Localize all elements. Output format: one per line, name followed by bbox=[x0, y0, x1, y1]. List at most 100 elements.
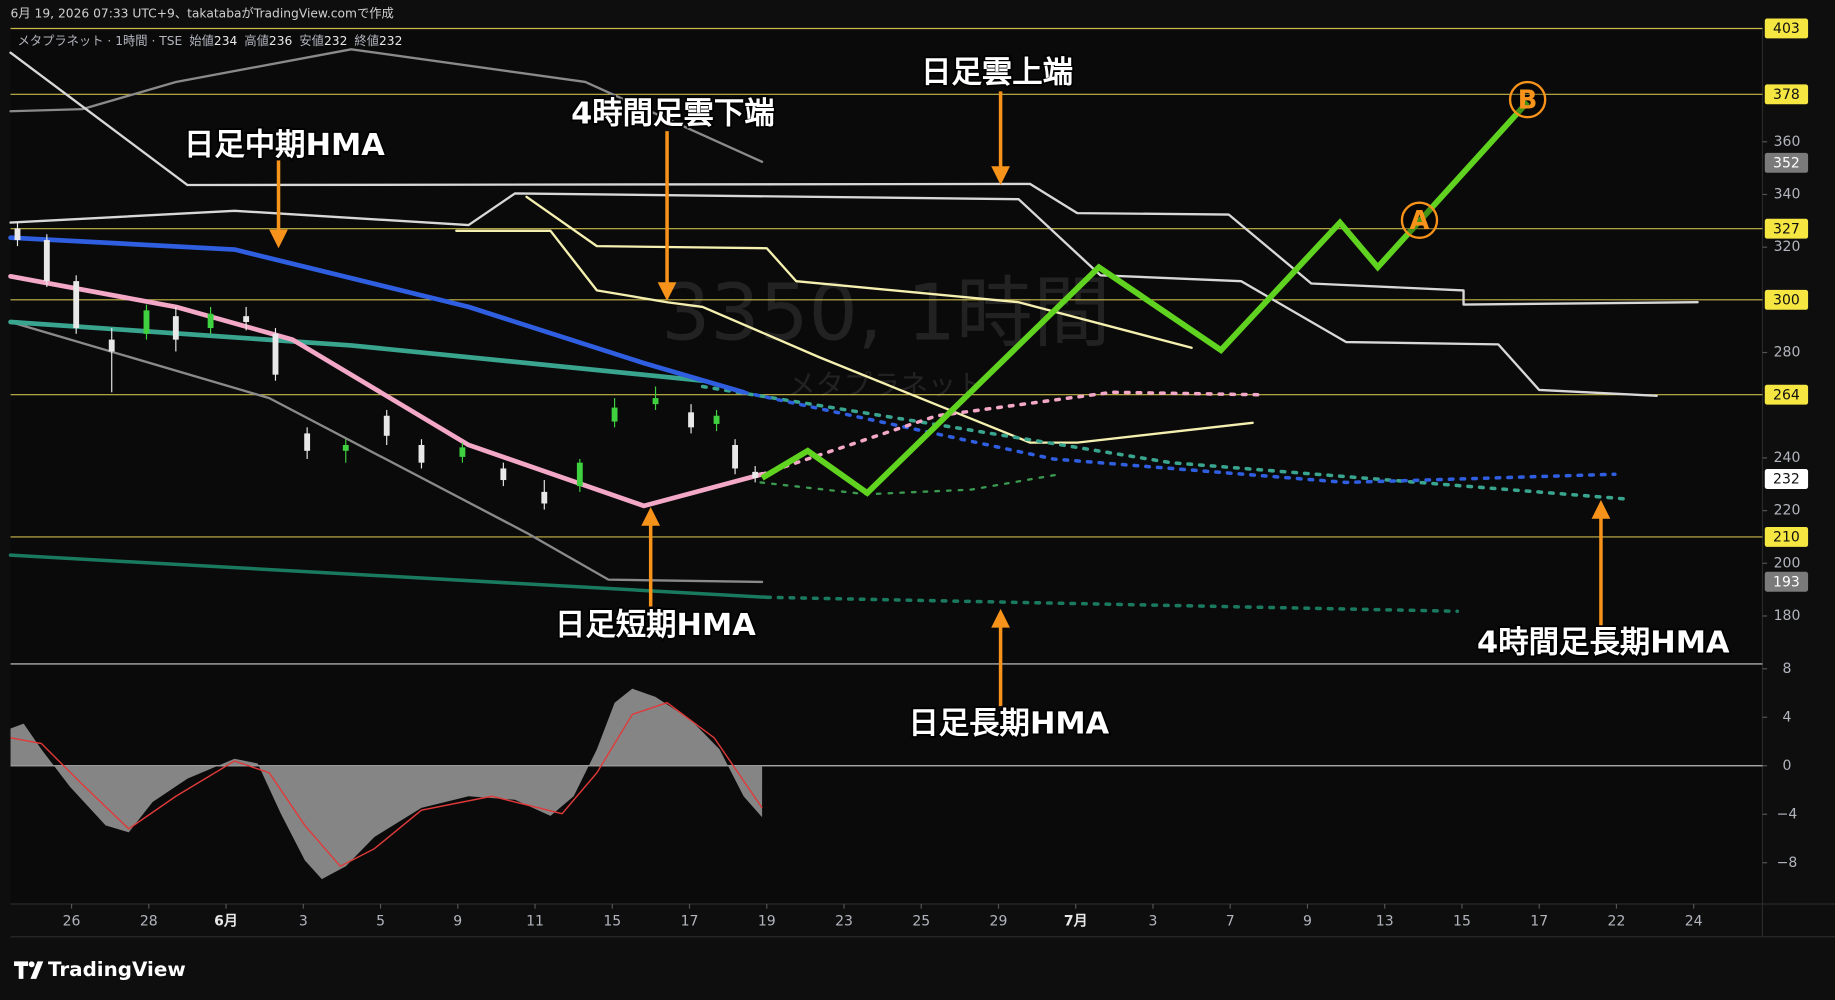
indicator-line bbox=[525, 195, 1193, 349]
wave-marker bbox=[1400, 201, 1439, 240]
candle-body bbox=[272, 333, 279, 375]
legend-label: 終値 bbox=[354, 32, 379, 47]
price-badge bbox=[1764, 571, 1809, 592]
annotation-text: 日足雲上端 bbox=[921, 55, 1073, 90]
x-tick-label: 24 bbox=[1685, 914, 1703, 930]
x-tick-label: 29 bbox=[990, 914, 1008, 930]
legend-value: 236 bbox=[269, 33, 293, 47]
y-tick-label: 280 bbox=[1774, 345, 1801, 361]
annotation-text: 日足短期HMA bbox=[555, 608, 756, 643]
price-badge-label: 352 bbox=[1773, 155, 1800, 171]
oscillator-line bbox=[10, 701, 763, 868]
x-tick-label: 23 bbox=[835, 914, 853, 930]
price-badge-label: 210 bbox=[1773, 530, 1800, 546]
y-tick-label: 180 bbox=[1774, 608, 1801, 624]
projection-line bbox=[765, 595, 1460, 613]
price-badge bbox=[1764, 18, 1809, 39]
legend-value: 234 bbox=[214, 33, 238, 47]
candle-body bbox=[304, 433, 311, 451]
candle-body bbox=[73, 281, 80, 329]
candle-body bbox=[342, 445, 349, 451]
y-tick-label: 240 bbox=[1774, 450, 1801, 466]
candle-body bbox=[43, 240, 50, 282]
price-badge-label: 232 bbox=[1773, 472, 1800, 488]
x-tick-label: 5 bbox=[376, 914, 385, 930]
legend-label: 始値 bbox=[189, 32, 214, 47]
price-badge-label: 193 bbox=[1773, 574, 1800, 590]
candle-body bbox=[611, 407, 618, 422]
candle-body bbox=[576, 462, 583, 487]
candle-body bbox=[14, 228, 21, 241]
y-tick-label: 360 bbox=[1774, 134, 1801, 150]
annotation-arrow-head bbox=[991, 166, 1010, 186]
x-tick-label: 15 bbox=[1453, 914, 1471, 930]
x-tick-label: 7月 bbox=[1064, 914, 1088, 930]
projection-line bbox=[760, 390, 1260, 476]
x-tick-label: 7 bbox=[1226, 914, 1235, 930]
legend-value: 232 bbox=[324, 33, 347, 47]
price-badge-label: 327 bbox=[1773, 221, 1800, 237]
projection-line bbox=[759, 473, 1061, 496]
candle-body bbox=[108, 339, 115, 352]
candle-body bbox=[383, 415, 390, 436]
indicator-line bbox=[8, 553, 769, 600]
candle-body bbox=[143, 310, 150, 334]
y-tick-label: 340 bbox=[1774, 186, 1801, 202]
price-badge bbox=[1764, 84, 1809, 105]
x-tick-label: 19 bbox=[758, 914, 776, 930]
logo-mark bbox=[14, 961, 44, 979]
oscillator-area bbox=[10, 688, 763, 880]
x-tick-label: 11 bbox=[526, 914, 544, 930]
y-tick-label: 8 bbox=[1783, 661, 1792, 677]
price-badge bbox=[1764, 289, 1809, 310]
candle-body bbox=[459, 447, 466, 457]
annotation-text: 日足中期HMA bbox=[184, 128, 385, 163]
annotation-arrow-head bbox=[657, 282, 677, 301]
indicator-line bbox=[9, 48, 764, 163]
price-badge bbox=[1764, 469, 1809, 489]
price-badge bbox=[1764, 526, 1809, 547]
price-badge-label: 378 bbox=[1773, 87, 1800, 103]
annotation-arrow-head bbox=[1591, 500, 1611, 519]
indicator-line bbox=[9, 192, 1658, 397]
legend-symbol: メタプラネット · 1時間 · TSE bbox=[18, 33, 183, 47]
y-tick-label: 200 bbox=[1774, 555, 1801, 571]
y-tick-label: 320 bbox=[1774, 239, 1801, 255]
legend-value: 232 bbox=[379, 33, 402, 47]
brand-name: TradingView bbox=[48, 958, 186, 981]
x-tick-label: 9 bbox=[1303, 914, 1312, 930]
header: 6月 19, 2026 07:33 UTC+9、takatabaがTrading… bbox=[11, 6, 394, 21]
x-tick-label: 17 bbox=[1530, 914, 1548, 930]
candle-body bbox=[207, 313, 214, 329]
x-tick-label: 3 bbox=[1149, 914, 1158, 930]
price-badge-label: 403 bbox=[1773, 21, 1800, 37]
indicator-line bbox=[8, 274, 765, 509]
candle-body bbox=[500, 468, 507, 481]
legend-label: 高値 bbox=[244, 32, 269, 47]
watermark: 3350, 1時間 bbox=[661, 268, 1110, 358]
y-tick-label: −4 bbox=[1777, 806, 1798, 822]
plot-area bbox=[10, 29, 1763, 904]
x-tick-label: 15 bbox=[603, 914, 621, 930]
annotation-arrow-head bbox=[991, 608, 1010, 628]
candle-body bbox=[243, 316, 250, 322]
x-tick-label: 28 bbox=[140, 914, 158, 930]
indicator-line bbox=[455, 229, 1254, 444]
annotation-text: 日足長期HMA bbox=[908, 706, 1109, 741]
candle-body bbox=[688, 412, 694, 428]
candle-body bbox=[172, 316, 179, 340]
y-tick-label: −8 bbox=[1777, 855, 1798, 871]
candle-body bbox=[713, 415, 720, 424]
price-badge bbox=[1764, 218, 1809, 239]
x-tick-label: 9 bbox=[453, 914, 462, 930]
price-badge-label: 264 bbox=[1773, 387, 1800, 403]
wave-marker bbox=[1508, 80, 1547, 119]
x-tick-label: 13 bbox=[1376, 914, 1394, 930]
brand-logo: TradingView bbox=[14, 958, 186, 981]
x-tick-label: 6月 bbox=[214, 914, 238, 930]
candle-body bbox=[418, 445, 425, 463]
x-tick-label: 22 bbox=[1608, 914, 1626, 930]
x-tick-label: 26 bbox=[63, 914, 81, 930]
